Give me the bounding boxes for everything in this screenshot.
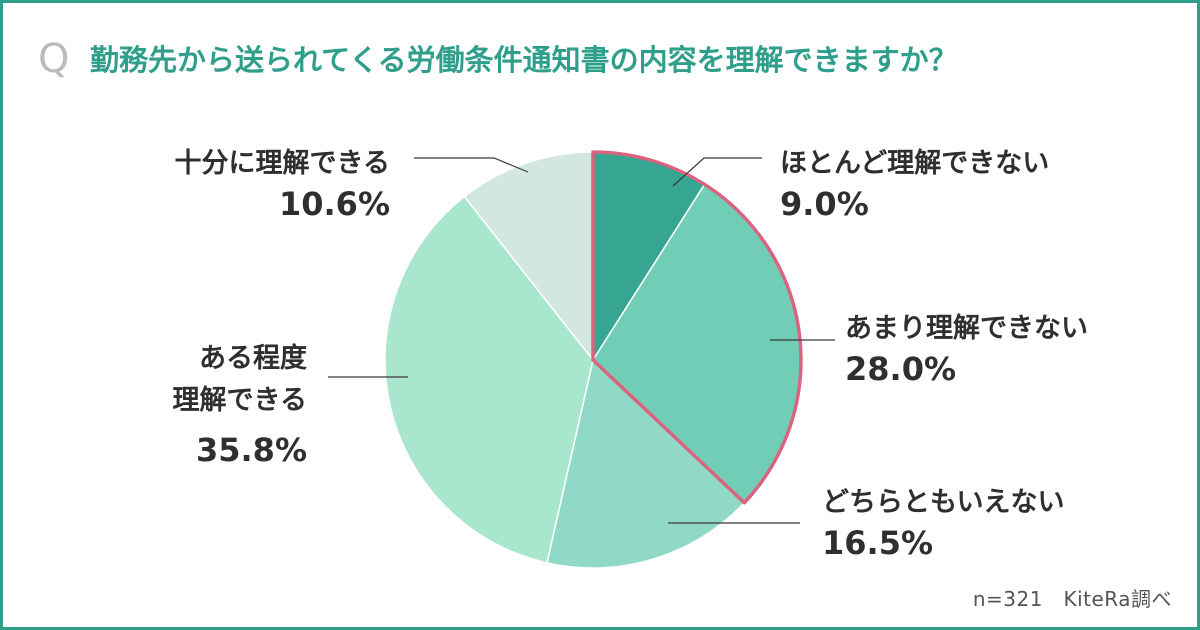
- slice-value: 35.8%: [195, 431, 307, 469]
- slice-value: 16.5%: [822, 524, 934, 562]
- question-title: 勤務先から送られてくる労働条件通知書の内容を理解できますか？: [90, 43, 958, 77]
- slice-name: あまり理解できない: [845, 313, 1088, 344]
- slice-label-amari: あまり理解できない 28.0%: [845, 311, 1088, 391]
- slice-label-aruteido: ある程度 理解できる 35.8%: [173, 338, 307, 472]
- slice-value: 9.0%: [780, 185, 869, 223]
- source-note: n=321 KiteRa調べ: [972, 587, 1172, 611]
- question-mark: Q: [38, 36, 70, 82]
- slice-label-hotondo: ほとんど理解できない 9.0%: [780, 146, 1049, 226]
- pie-slice: [463, 151, 594, 363]
- leader-lines: [328, 157, 835, 524]
- highlight-outline: [591, 150, 803, 505]
- slice-label-dochira: どちらともいえない 16.5%: [822, 485, 1064, 565]
- leader-line: [414, 157, 529, 173]
- slice-name: 十分に理解できる: [174, 148, 390, 179]
- slice-name: ある程度 理解できる: [172, 343, 307, 416]
- leader-line: [672, 157, 762, 187]
- pie-slice: [546, 358, 746, 569]
- slice-value: 10.6%: [278, 185, 390, 223]
- slice-name: どちらともいえない: [822, 487, 1065, 518]
- slice-value: 28.0%: [845, 350, 957, 388]
- slice-name: ほとんど理解できない: [780, 148, 1050, 179]
- slice-label-jubun: 十分に理解できる 10.6%: [175, 146, 390, 226]
- pie-slice: [384, 195, 594, 564]
